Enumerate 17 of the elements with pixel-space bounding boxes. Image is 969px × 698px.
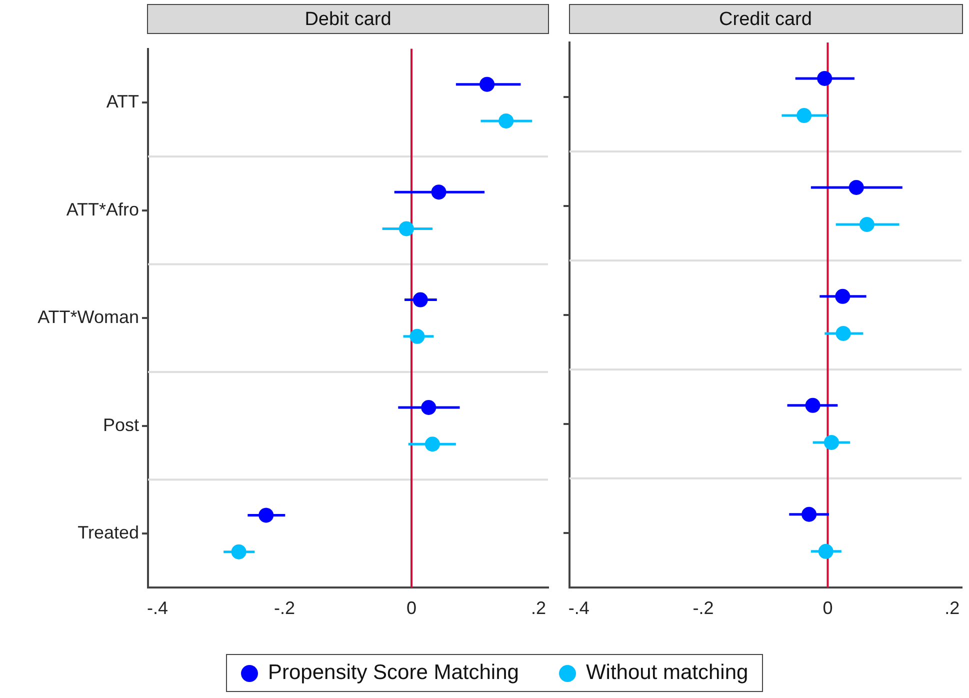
x-tick-label: 0: [406, 598, 416, 618]
legend-label: Without matching: [586, 661, 748, 685]
x-tick-label: 0: [822, 598, 833, 618]
x-tick-label: -.4: [147, 598, 168, 618]
x-tick-label: .2: [530, 598, 546, 618]
x-tick-label: .2: [944, 598, 960, 618]
y-tick-label: ATT*Woman: [38, 307, 139, 328]
chart-title: Debit card: [147, 4, 549, 34]
x-tick-label: -.2: [692, 598, 714, 618]
x-tick-label: -.4: [568, 598, 590, 618]
legend-label: Propensity Score Matching: [268, 661, 519, 685]
y-tick-label: Post: [102, 414, 139, 435]
y-tick-label: ATT*Afro: [66, 199, 139, 220]
y-tick-label: Treated: [78, 522, 139, 543]
y-tick-label: ATT: [106, 92, 139, 112]
chart-title: Credit card: [568, 4, 962, 34]
x-tick-label: -.2: [274, 598, 296, 618]
